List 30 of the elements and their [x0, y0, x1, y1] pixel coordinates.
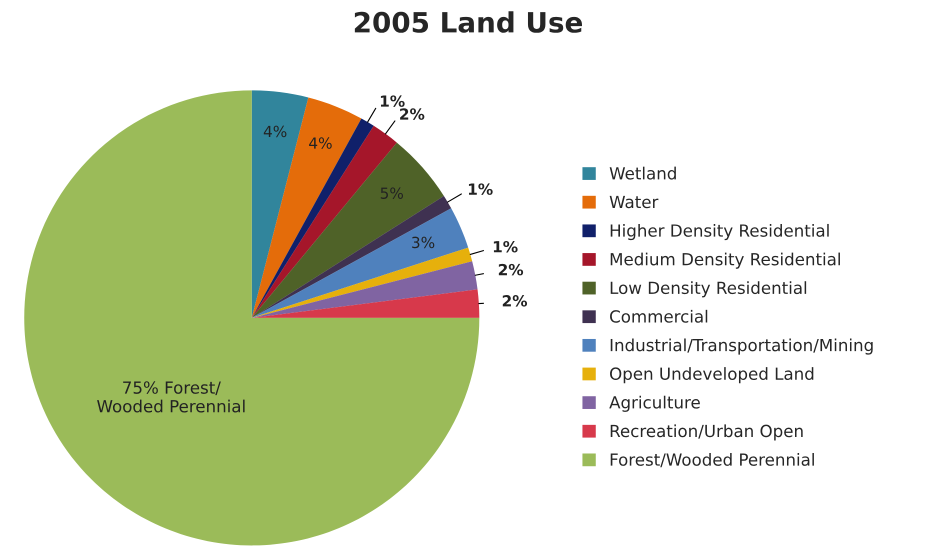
data-label: 5%: [380, 187, 404, 199]
data-label: 2%: [498, 264, 524, 276]
pie-slice: [252, 90, 308, 318]
legend-label: Forest/Wooded Perennial: [610, 452, 814, 468]
pie-slice: [252, 208, 468, 318]
legend-label: Higher Density Residential: [610, 224, 829, 240]
data-label: 1%: [380, 95, 405, 107]
data-label: 4%: [264, 126, 286, 138]
legend-label: Low Density Residential: [610, 281, 806, 298]
pie-slice: [252, 289, 480, 318]
legend-label: Industrial/Transportation/Mining: [610, 338, 873, 355]
legend-label: Recreation/Urban Open: [610, 424, 803, 440]
legend-label: Open Undeveloped Land: [610, 367, 814, 384]
data-label: 2%: [400, 108, 424, 120]
legend-label: Water: [610, 196, 658, 208]
pie-slice: [252, 118, 374, 318]
legend-label: Commercial: [610, 310, 708, 323]
data-label: 1%: [468, 183, 493, 195]
data-label: 1%: [494, 240, 518, 252]
data-label: 2%: [502, 295, 528, 307]
pie-slice: [252, 98, 362, 318]
data-label: 75% Forest/ Wooded Perennial: [97, 381, 245, 413]
chart-title: 2005 Land Use: [354, 11, 582, 33]
legend-label: Agriculture: [609, 396, 700, 412]
data-label: 4%: [309, 137, 332, 149]
pie-slice: [252, 248, 472, 318]
data-label: 3%: [412, 236, 434, 248]
legend-label: Medium Density Residential: [610, 252, 840, 269]
pie-slice: [252, 261, 478, 318]
legend-label: Wetland: [610, 166, 676, 180]
